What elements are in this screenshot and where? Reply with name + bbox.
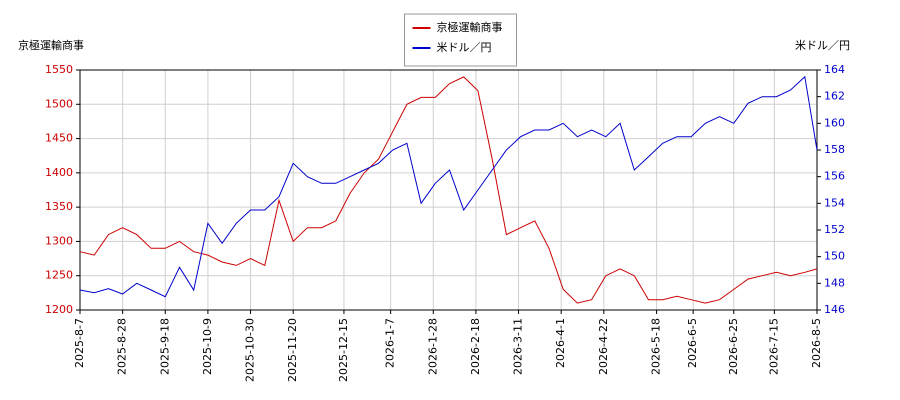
y-tick-label: 1400: [45, 166, 73, 179]
x-tick-label: 2026-4-1: [554, 318, 567, 368]
x-tick-label: 2026-4-22: [597, 318, 610, 375]
y-tick-label: 1550: [45, 63, 73, 76]
legend-label: 京極運輸商事: [437, 20, 503, 34]
y2-tick-label: 148: [824, 276, 845, 289]
y2-tick-label: 164: [824, 63, 845, 76]
x-tick-label: 2026-1-28: [426, 318, 439, 375]
x-tick-label: 2025-10-30: [244, 318, 257, 382]
x-tick-label: 2025-11-20: [286, 318, 299, 382]
series-line: [79, 76, 818, 304]
plot-frame: [79, 69, 818, 311]
y2-tick-label: 156: [824, 170, 845, 183]
y-tick-label: 1250: [45, 269, 73, 282]
x-tick-label: 2026-2-18: [469, 318, 482, 375]
y2-tick-label: 150: [824, 250, 845, 263]
y2-tick-label: 146: [824, 303, 845, 316]
x-tick-label: 2025-10-9: [201, 318, 214, 375]
y-tick-label: 1350: [45, 200, 73, 213]
x-tick-label: 2025-12-15: [337, 318, 350, 382]
x-tick-label: 2026-6-5: [686, 318, 699, 368]
series-line: [79, 75, 818, 298]
y-axis-label: 京極運輸商事: [18, 38, 84, 52]
y2-tick-label: 158: [824, 143, 845, 156]
x-tick-label: 2026-1-7: [384, 318, 397, 368]
y2-tick-label: 152: [824, 223, 845, 236]
x-tick-label: 2025-8-7: [73, 318, 86, 368]
legend-box: [404, 13, 517, 67]
x-tick-label: 2026-8-5: [810, 318, 823, 368]
y2-tick-label: 154: [824, 196, 845, 209]
y-tick-label: 1300: [45, 234, 73, 247]
x-tick-label: 2026-5-18: [650, 318, 663, 375]
x-tick-label: 2025-8-28: [116, 318, 129, 375]
y-tick-label: 1200: [45, 303, 73, 316]
y-tick-label: 1450: [45, 132, 73, 145]
y2-tick-label: 162: [824, 90, 845, 103]
x-tick-label: 2026-3-11: [512, 318, 525, 375]
legend-label: 米ドル／円: [437, 41, 492, 54]
x-tick-label: 2025-9-18: [158, 318, 171, 375]
y2-axis-label: 米ドル／円: [795, 39, 850, 52]
x-tick-label: 2026-6-25: [727, 318, 740, 375]
x-tick-label: 2026-7-15: [767, 318, 780, 375]
y-tick-label: 1500: [45, 97, 73, 110]
y2-tick-label: 160: [824, 116, 845, 129]
